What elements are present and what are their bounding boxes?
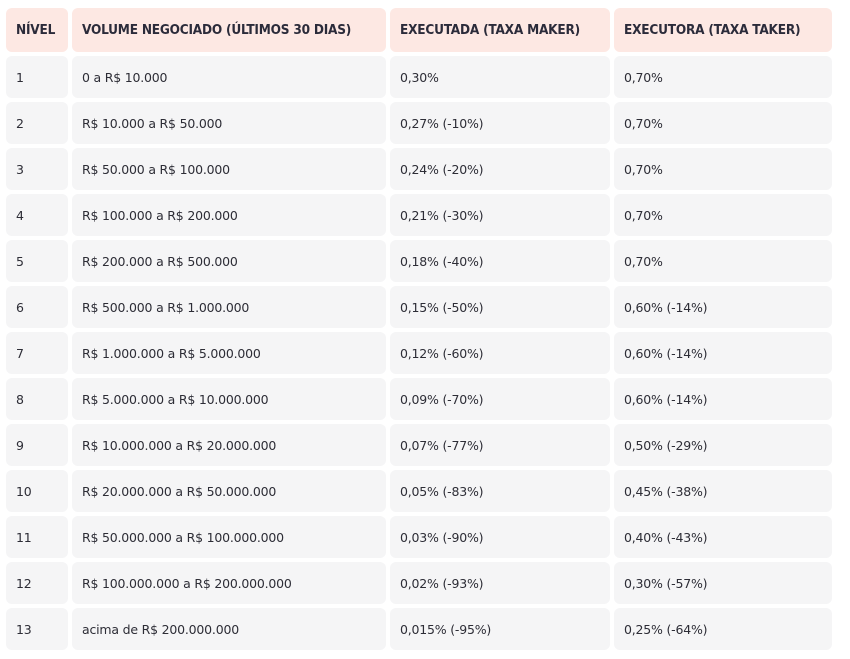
cell-level: 3 [6, 148, 68, 190]
cell-taker-fee: 0,30% (-57%) [614, 562, 832, 604]
table-row: 8 R$ 5.000.000 a R$ 10.000.000 0,09% (-7… [6, 378, 832, 420]
cell-taker-fee: 0,40% (-43%) [614, 516, 832, 558]
cell-level: 8 [6, 378, 68, 420]
cell-level: 5 [6, 240, 68, 282]
cell-maker-fee: 0,15% (-50%) [390, 286, 610, 328]
cell-volume: R$ 500.000 a R$ 1.000.000 [72, 286, 386, 328]
cell-level: 2 [6, 102, 68, 144]
cell-volume: R$ 50.000 a R$ 100.000 [72, 148, 386, 190]
cell-maker-fee: 0,015% (-95%) [390, 608, 610, 650]
cell-taker-fee: 0,70% [614, 148, 832, 190]
table-row: 2 R$ 10.000 a R$ 50.000 0,27% (-10%) 0,7… [6, 102, 832, 144]
fee-tier-table: NÍVEL VOLUME NEGOCIADO (ÚLTIMOS 30 DIAS)… [2, 4, 836, 654]
cell-volume: R$ 100.000 a R$ 200.000 [72, 194, 386, 236]
table-row: 9 R$ 10.000.000 a R$ 20.000.000 0,07% (-… [6, 424, 832, 466]
table-row: 7 R$ 1.000.000 a R$ 5.000.000 0,12% (-60… [6, 332, 832, 374]
cell-volume: R$ 100.000.000 a R$ 200.000.000 [72, 562, 386, 604]
cell-maker-fee: 0,30% [390, 56, 610, 98]
cell-volume: R$ 50.000.000 a R$ 100.000.000 [72, 516, 386, 558]
cell-taker-fee: 0,50% (-29%) [614, 424, 832, 466]
cell-volume: R$ 1.000.000 a R$ 5.000.000 [72, 332, 386, 374]
cell-maker-fee: 0,18% (-40%) [390, 240, 610, 282]
cell-maker-fee: 0,24% (-20%) [390, 148, 610, 190]
cell-volume: R$ 10.000 a R$ 50.000 [72, 102, 386, 144]
table-row: 5 R$ 200.000 a R$ 500.000 0,18% (-40%) 0… [6, 240, 832, 282]
cell-maker-fee: 0,03% (-90%) [390, 516, 610, 558]
cell-level: 6 [6, 286, 68, 328]
cell-level: 10 [6, 470, 68, 512]
cell-taker-fee: 0,70% [614, 194, 832, 236]
cell-level: 12 [6, 562, 68, 604]
table-row: 12 R$ 100.000.000 a R$ 200.000.000 0,02%… [6, 562, 832, 604]
cell-level: 1 [6, 56, 68, 98]
table-row: 6 R$ 500.000 a R$ 1.000.000 0,15% (-50%)… [6, 286, 832, 328]
cell-volume: R$ 20.000.000 a R$ 50.000.000 [72, 470, 386, 512]
table-header-row: NÍVEL VOLUME NEGOCIADO (ÚLTIMOS 30 DIAS)… [6, 8, 832, 52]
cell-volume: R$ 5.000.000 a R$ 10.000.000 [72, 378, 386, 420]
table-row: 1 0 a R$ 10.000 0,30% 0,70% [6, 56, 832, 98]
header-volume: VOLUME NEGOCIADO (ÚLTIMOS 30 DIAS) [72, 8, 386, 52]
header-maker-fee: EXECUTADA (TAXA MAKER) [390, 8, 610, 52]
cell-volume: R$ 10.000.000 a R$ 20.000.000 [72, 424, 386, 466]
cell-maker-fee: 0,21% (-30%) [390, 194, 610, 236]
cell-taker-fee: 0,45% (-38%) [614, 470, 832, 512]
cell-level: 4 [6, 194, 68, 236]
header-taker-fee: EXECUTORA (TAXA TAKER) [614, 8, 832, 52]
cell-volume: 0 a R$ 10.000 [72, 56, 386, 98]
cell-taker-fee: 0,70% [614, 102, 832, 144]
cell-maker-fee: 0,12% (-60%) [390, 332, 610, 374]
table-row: 13 acima de R$ 200.000.000 0,015% (-95%)… [6, 608, 832, 650]
cell-level: 13 [6, 608, 68, 650]
cell-taker-fee: 0,60% (-14%) [614, 332, 832, 374]
cell-maker-fee: 0,05% (-83%) [390, 470, 610, 512]
cell-taker-fee: 0,60% (-14%) [614, 378, 832, 420]
table-row: 11 R$ 50.000.000 a R$ 100.000.000 0,03% … [6, 516, 832, 558]
table-row: 4 R$ 100.000 a R$ 200.000 0,21% (-30%) 0… [6, 194, 832, 236]
cell-taker-fee: 0,70% [614, 56, 832, 98]
header-level: NÍVEL [6, 8, 68, 52]
table-row: 10 R$ 20.000.000 a R$ 50.000.000 0,05% (… [6, 470, 832, 512]
cell-taker-fee: 0,60% (-14%) [614, 286, 832, 328]
cell-volume: acima de R$ 200.000.000 [72, 608, 386, 650]
cell-level: 11 [6, 516, 68, 558]
cell-level: 9 [6, 424, 68, 466]
cell-taker-fee: 0,70% [614, 240, 832, 282]
cell-maker-fee: 0,09% (-70%) [390, 378, 610, 420]
cell-taker-fee: 0,25% (-64%) [614, 608, 832, 650]
cell-maker-fee: 0,27% (-10%) [390, 102, 610, 144]
cell-level: 7 [6, 332, 68, 374]
cell-maker-fee: 0,07% (-77%) [390, 424, 610, 466]
cell-volume: R$ 200.000 a R$ 500.000 [72, 240, 386, 282]
table-row: 3 R$ 50.000 a R$ 100.000 0,24% (-20%) 0,… [6, 148, 832, 190]
cell-maker-fee: 0,02% (-93%) [390, 562, 610, 604]
